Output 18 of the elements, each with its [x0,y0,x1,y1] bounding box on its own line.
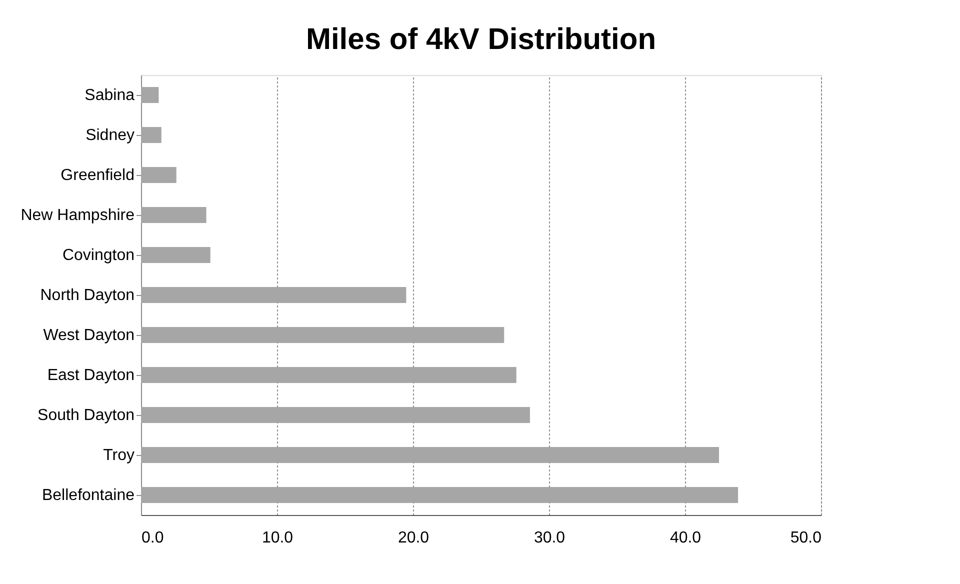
y-tick-label: West Dayton [43,327,134,344]
y-tick-label: Covington [62,247,134,264]
y-tick-label: New Hampshire [20,207,135,224]
y-tick-label: Bellefontaine [42,487,135,504]
y-tick-label: North Dayton [40,287,134,304]
x-tick-label: 30.0 [534,530,566,546]
y-tick-label: Greenfield [60,167,134,184]
y-tick-label: East Dayton [47,367,134,384]
x-tick-label: 20.0 [398,530,430,546]
x-tick-label: 50.0 [790,530,822,546]
chart-title: Miles of 4kV Distribution [306,23,656,56]
y-tick-label: Troy [103,447,134,464]
x-tick-label: 40.0 [670,530,702,546]
y-tick-label: South Dayton [38,407,134,424]
y-tick-label: Sabina [84,87,135,104]
x-tick-label: 10.0 [262,530,294,546]
x-tick-label: 0.0 [142,530,164,546]
y-tick-label: Sidney [86,127,134,144]
